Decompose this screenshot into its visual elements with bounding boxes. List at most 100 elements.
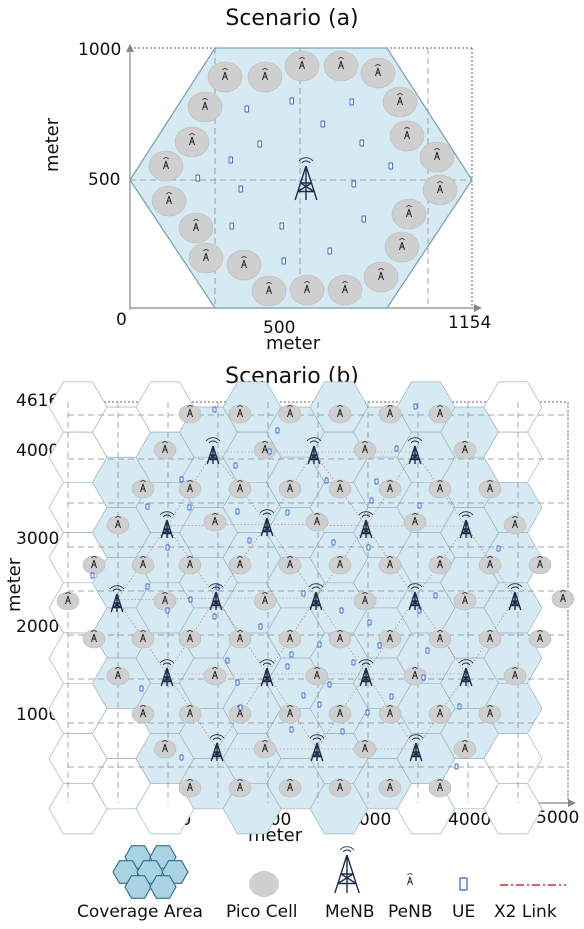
- ue-icon: [351, 180, 357, 188]
- pico-cell: [187, 91, 223, 123]
- penb-icon: [237, 556, 243, 569]
- penb-icon: [462, 592, 468, 605]
- penb-icon: [140, 556, 146, 569]
- penb-icon: [237, 405, 243, 418]
- penb-icon: [187, 405, 193, 418]
- a-coverage-hexagon: [129, 47, 473, 309]
- legend-x2-link-label: X2 Link: [494, 902, 557, 922]
- penb-icon: [387, 630, 393, 643]
- penb-icon: [462, 740, 468, 753]
- penb-icon: [337, 405, 343, 418]
- pico-cell: [453, 591, 477, 611]
- ue-icon: [235, 679, 240, 686]
- ue-icon: [247, 537, 252, 544]
- x2-link: [365, 673, 417, 750]
- ue-icon: [195, 174, 201, 182]
- ue-icon: [258, 623, 263, 630]
- menb-icon: [458, 659, 474, 687]
- ue-icon: [301, 590, 306, 597]
- pico-cell: [428, 778, 452, 798]
- b-hex-cell: [483, 783, 543, 835]
- ue-icon: [317, 701, 322, 708]
- ue-icon: [421, 674, 426, 681]
- ue-icon: [367, 619, 372, 626]
- penb-icon: [487, 705, 493, 718]
- pico-cell: [551, 589, 575, 609]
- ue-icon: [359, 139, 365, 147]
- x2-link: [465, 597, 516, 675]
- pico-cell: [328, 704, 352, 724]
- penb-icon: [537, 556, 543, 569]
- pico-cell: [278, 479, 302, 499]
- penb-icon: [237, 630, 243, 643]
- menb-icon: [159, 511, 175, 539]
- penb-icon: [560, 590, 566, 603]
- penb-icon: [212, 667, 218, 680]
- penb-icon: [487, 556, 493, 569]
- penb-icon: [387, 480, 393, 493]
- ue-icon: [145, 503, 150, 510]
- pico-cell: [253, 591, 277, 611]
- pico-cell: [131, 479, 155, 499]
- penb-icon: [387, 705, 393, 718]
- pico-cell: [363, 261, 399, 293]
- menb-icon: [507, 583, 523, 611]
- penb-icon: [262, 740, 268, 753]
- x2-link: [212, 451, 268, 525]
- x2-link: [215, 523, 268, 599]
- ue-icon: [281, 257, 287, 265]
- penb-icon: [140, 705, 146, 718]
- penb-icon: [304, 281, 310, 294]
- ue-icon: [320, 120, 326, 128]
- penb-icon: [342, 281, 348, 294]
- penb-icon: [187, 705, 193, 718]
- penb-icon: [187, 556, 193, 569]
- pico-cell: [327, 274, 363, 306]
- pico-cell: [428, 479, 452, 499]
- ue-icon: [289, 651, 294, 658]
- ue-icon: [238, 704, 243, 711]
- ue-icon: [188, 596, 193, 603]
- pico-cell: [253, 440, 277, 460]
- pico-cell: [478, 555, 502, 575]
- x2-link: [166, 451, 214, 527]
- ue-icon: [139, 685, 144, 692]
- penb-icon: [262, 592, 268, 605]
- pico-cell: [360, 57, 396, 89]
- x2-link: [166, 597, 217, 675]
- penb-icon: [437, 630, 443, 643]
- ue-icon: [417, 502, 422, 509]
- menb-icon: [205, 437, 221, 465]
- a-xtick-500: 500: [263, 318, 296, 338]
- x2-link: [315, 597, 367, 675]
- pico-cell: [328, 778, 352, 798]
- menb-icon: [109, 585, 125, 613]
- pico-cell: [174, 126, 210, 158]
- pico-cell: [247, 61, 283, 93]
- b-ytick-4616: 4616: [16, 391, 60, 411]
- menb-icon: [294, 157, 318, 201]
- penb-icon: [337, 705, 343, 718]
- pico-cell: [378, 704, 402, 724]
- pico-cell: [403, 512, 427, 532]
- ue-icon: [413, 403, 418, 410]
- penb-icon: [237, 480, 243, 493]
- penb-icon: [537, 630, 543, 643]
- penb-icon: [512, 667, 518, 680]
- ue-icon: [289, 97, 295, 105]
- x2-link: [216, 673, 268, 750]
- a-ytick-1000: 1000: [78, 40, 122, 60]
- penb-icon: [212, 513, 218, 526]
- pico-cell: [207, 61, 243, 93]
- legend-pico-cell-icon: [249, 871, 279, 897]
- penb-icon: [162, 441, 168, 454]
- x2-link: [166, 673, 218, 750]
- ue-icon: [394, 445, 399, 452]
- pico-cell: [251, 275, 287, 307]
- penb-icon: [437, 556, 443, 569]
- pico-cell: [203, 666, 227, 686]
- pico-cell: [353, 440, 377, 460]
- ue-icon: [279, 222, 285, 230]
- penb-icon: [338, 57, 344, 70]
